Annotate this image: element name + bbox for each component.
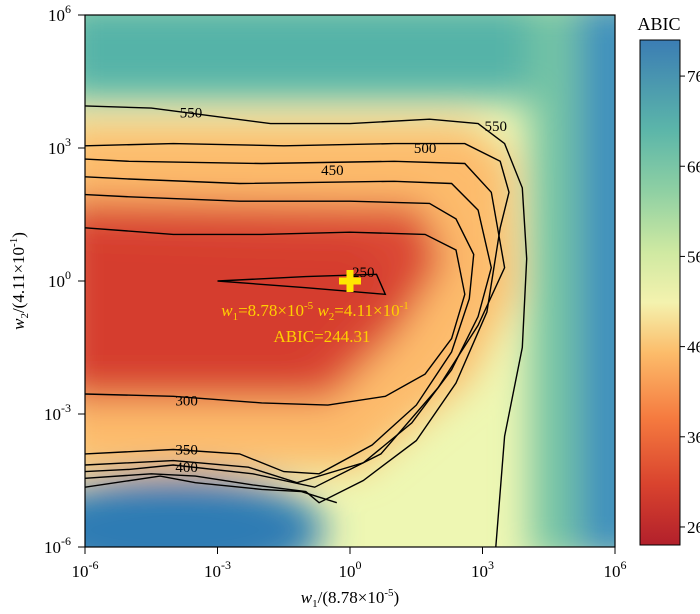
contour-label-500-5: 500 (414, 141, 437, 157)
y-tick-label: 106 (48, 2, 71, 25)
marker-horizontal-bar (339, 277, 361, 285)
field-red-core (85, 230, 400, 380)
colorbar-tick-label: 360 (687, 428, 700, 447)
colorbar-tick-label: 460 (687, 338, 700, 357)
x-axis-label: w1/(8.78×10-5) (301, 587, 399, 610)
y-tick-label: 100 (48, 268, 71, 291)
contour-labels: 250 300 350 400 450 500 550 550 (175, 106, 507, 477)
x-tick-label: 100 (339, 558, 362, 581)
contour-lines (85, 105, 528, 547)
contour-label-250-0: 250 (352, 265, 375, 281)
minimum-abic-label: ABIC=244.31 (274, 327, 371, 346)
colorbar (639, 39, 681, 546)
contour-500-line-5 (85, 142, 510, 504)
y-tick-label: 10-6 (44, 534, 71, 557)
minimum-marker (339, 270, 361, 292)
colorbar-tick-label: 560 (687, 247, 700, 266)
contour-label-550-7: 550 (485, 119, 508, 135)
x-tick-label: 106 (604, 558, 627, 581)
contour-350-line-2 (85, 193, 475, 475)
contour-label-400-3: 400 (175, 460, 198, 476)
contour-550-line-6 (85, 475, 338, 504)
contour-label-300-1: 300 (175, 394, 198, 410)
y-tick-label: 10-3 (44, 401, 71, 424)
y-axis-label: w2/(4.11×10-1) (8, 232, 31, 330)
contour-250-line-0 (217, 273, 387, 296)
colorbar-tick-label: 660 (687, 157, 700, 176)
y-tick-label: 103 (48, 135, 71, 158)
minimum-weights-label: w1=8.78×10-5 w2=4.11×10-1 (221, 300, 409, 323)
field-right-mid-band (530, 15, 580, 547)
x-tick-label: 103 (471, 558, 494, 581)
colorbar-ticks: 260 360 460 560 660 760 (680, 67, 700, 537)
x-axis-ticks: 10-6 10-3 100 103 106 (72, 547, 627, 581)
contour-450-line-4 (85, 158, 506, 488)
y-axis-ticks: 10-6 10-3 100 103 106 (44, 2, 85, 557)
colorbar-tick-label: 260 (687, 518, 700, 537)
field-blue-region (85, 475, 325, 547)
field-top-band (85, 15, 615, 100)
colorbar-title: ABIC (637, 14, 680, 34)
contour-300-line-1 (85, 227, 466, 406)
contour-label-350-2: 350 (175, 442, 198, 458)
colorbar-tick-label: 760 (687, 67, 700, 86)
x-tick-label: 10-3 (204, 558, 231, 581)
heatmap-field (85, 15, 615, 547)
contour-label-550-6: 550 (180, 106, 203, 122)
x-tick-label: 10-6 (72, 558, 99, 581)
contour-400-line-3 (85, 176, 493, 484)
contour-550-line-7 (85, 105, 528, 547)
contour-label-450-4: 450 (321, 163, 344, 179)
